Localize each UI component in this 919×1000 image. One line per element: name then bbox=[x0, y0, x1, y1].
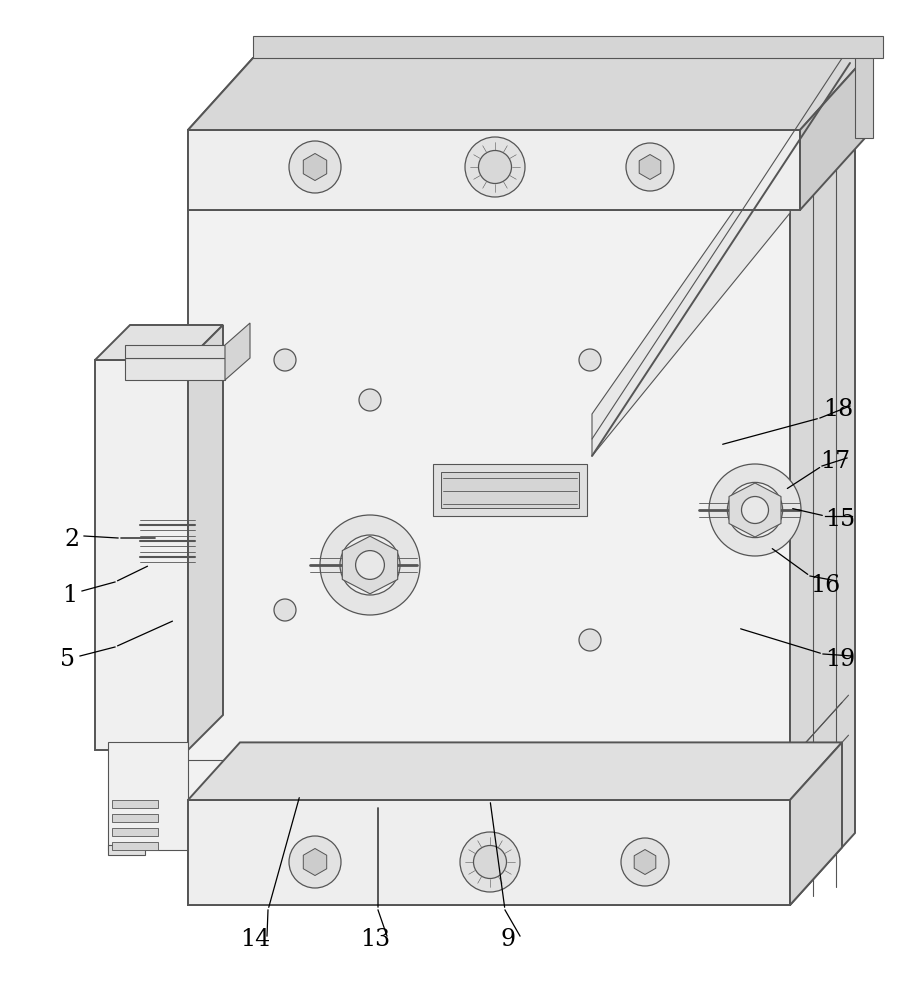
Circle shape bbox=[728, 482, 783, 538]
Circle shape bbox=[709, 464, 801, 556]
Polygon shape bbox=[95, 360, 188, 750]
Polygon shape bbox=[729, 483, 781, 537]
Polygon shape bbox=[342, 536, 398, 594]
Polygon shape bbox=[112, 842, 158, 850]
Polygon shape bbox=[253, 36, 883, 58]
Polygon shape bbox=[303, 153, 327, 181]
Circle shape bbox=[460, 832, 520, 892]
Polygon shape bbox=[188, 742, 842, 800]
Text: 19: 19 bbox=[825, 648, 855, 672]
Polygon shape bbox=[108, 845, 145, 855]
Circle shape bbox=[621, 838, 669, 886]
Polygon shape bbox=[855, 48, 873, 138]
Polygon shape bbox=[188, 130, 800, 210]
Circle shape bbox=[274, 349, 296, 371]
Polygon shape bbox=[790, 742, 842, 905]
Circle shape bbox=[579, 629, 601, 651]
Polygon shape bbox=[592, 130, 790, 456]
Circle shape bbox=[479, 150, 512, 184]
Circle shape bbox=[289, 141, 341, 193]
Text: 14: 14 bbox=[240, 928, 270, 952]
Polygon shape bbox=[188, 58, 855, 130]
Text: 1: 1 bbox=[62, 584, 77, 606]
Polygon shape bbox=[634, 850, 656, 874]
Circle shape bbox=[465, 137, 525, 197]
Text: 5: 5 bbox=[61, 648, 75, 672]
Polygon shape bbox=[433, 464, 587, 516]
Text: 15: 15 bbox=[825, 508, 855, 532]
Polygon shape bbox=[303, 848, 327, 876]
Polygon shape bbox=[125, 358, 225, 380]
Polygon shape bbox=[188, 130, 790, 905]
Circle shape bbox=[473, 846, 506, 879]
Circle shape bbox=[359, 389, 381, 411]
Text: 16: 16 bbox=[810, 574, 840, 596]
Text: 13: 13 bbox=[360, 928, 390, 952]
Polygon shape bbox=[188, 325, 223, 750]
Text: 9: 9 bbox=[501, 928, 516, 952]
Polygon shape bbox=[112, 828, 158, 836]
Circle shape bbox=[626, 143, 674, 191]
Polygon shape bbox=[108, 742, 188, 850]
Text: 18: 18 bbox=[823, 398, 853, 422]
Circle shape bbox=[356, 551, 384, 579]
Polygon shape bbox=[125, 345, 225, 358]
Polygon shape bbox=[790, 58, 855, 905]
Circle shape bbox=[320, 515, 420, 615]
Polygon shape bbox=[188, 58, 865, 130]
Polygon shape bbox=[800, 58, 865, 210]
Polygon shape bbox=[441, 472, 579, 508]
Circle shape bbox=[289, 836, 341, 888]
Circle shape bbox=[274, 599, 296, 621]
Polygon shape bbox=[95, 325, 223, 360]
Text: 17: 17 bbox=[820, 450, 850, 474]
Text: 2: 2 bbox=[64, 528, 80, 552]
Circle shape bbox=[742, 496, 768, 524]
Polygon shape bbox=[112, 814, 158, 822]
Circle shape bbox=[340, 535, 400, 595]
Polygon shape bbox=[640, 155, 661, 179]
Polygon shape bbox=[112, 800, 158, 808]
Polygon shape bbox=[225, 323, 250, 380]
Circle shape bbox=[579, 349, 601, 371]
Polygon shape bbox=[188, 800, 790, 905]
